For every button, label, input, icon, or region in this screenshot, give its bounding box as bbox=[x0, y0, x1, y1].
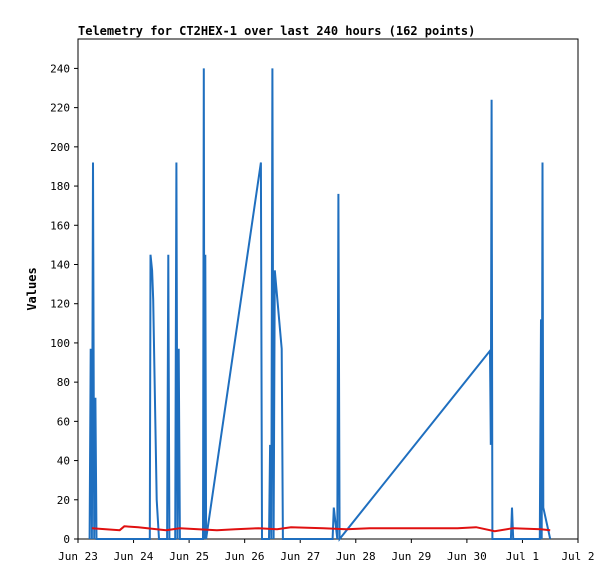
y-tick-label: 100 bbox=[50, 337, 70, 350]
y-tick-label: 20 bbox=[57, 494, 70, 507]
y-axis: 0 20 40 60 80 100 120 140 160 180 200 220 240 bbox=[50, 62, 78, 546]
y-tick-label: 40 bbox=[57, 455, 70, 468]
series-line-2 bbox=[91, 525, 551, 533]
y-tick-label: 200 bbox=[50, 141, 70, 154]
y-tick-label: 80 bbox=[57, 376, 70, 389]
x-tick-label: Jun 23 bbox=[58, 550, 98, 563]
x-tick-label: Jun 26 bbox=[225, 550, 265, 563]
x-tick-label: Jul 2 bbox=[561, 550, 594, 563]
y-tick-label: 60 bbox=[57, 415, 70, 428]
y-tick-label: 120 bbox=[50, 298, 70, 311]
y-tick-label: 140 bbox=[50, 258, 70, 271]
plot-area-frame bbox=[77, 38, 579, 540]
y-tick-label: 160 bbox=[50, 219, 70, 232]
x-tick-label: Jun 28 bbox=[336, 550, 376, 563]
y-tick-label: 240 bbox=[50, 62, 70, 75]
chart-title: Telemetry for CT2HEX-1 over last 240 hou… bbox=[78, 24, 475, 38]
series-line-1 bbox=[88, 68, 552, 542]
x-tick-label: Jul 1 bbox=[506, 550, 539, 563]
x-axis: Jun 23 Jun 24 Jun 25 Jun 26 Jun 27 Jun 28 Jun … bbox=[58, 539, 595, 563]
y-tick-label: 0 bbox=[63, 533, 70, 546]
x-tick-label: Jun 24 bbox=[114, 550, 154, 563]
x-tick-label: Jun 25 bbox=[169, 550, 209, 563]
y-tick-label: 180 bbox=[50, 180, 70, 193]
x-tick-label: Jun 29 bbox=[391, 550, 431, 563]
x-tick-label: Jun 30 bbox=[447, 550, 487, 563]
y-tick-label: 220 bbox=[50, 102, 70, 115]
series-layer bbox=[88, 68, 552, 542]
y-axis-title: Values bbox=[25, 267, 39, 310]
x-tick-label: Jun 27 bbox=[280, 550, 320, 563]
